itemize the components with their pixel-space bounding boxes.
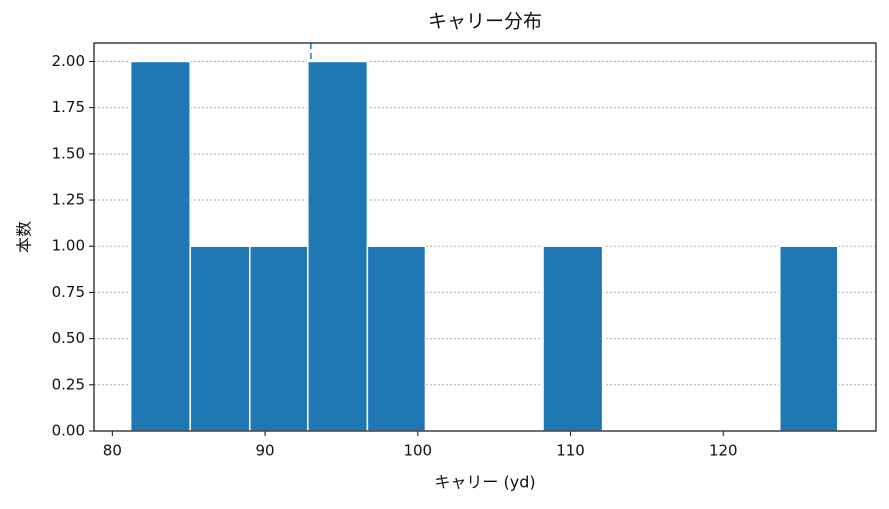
x-axis-label: キャリー (yd) bbox=[434, 473, 535, 492]
plot-frame bbox=[93, 42, 877, 432]
chart-title: キャリー分布 bbox=[428, 11, 542, 33]
y-tick-label: 0.50 bbox=[52, 329, 85, 347]
bar bbox=[779, 245, 839, 432]
y-axis-label: 本数 bbox=[15, 221, 34, 253]
y-tick-label: 1.00 bbox=[52, 237, 85, 255]
x-tick-label: 100 bbox=[403, 442, 432, 460]
y-tick-label: 1.25 bbox=[52, 191, 85, 209]
x-tick-label: 90 bbox=[256, 442, 275, 460]
bar bbox=[129, 60, 191, 432]
y-tick-label: 1.75 bbox=[52, 98, 85, 116]
y-tick-label: 0.75 bbox=[52, 283, 85, 301]
x-tick-label: 110 bbox=[556, 442, 585, 460]
y-tick-label: 0.25 bbox=[52, 375, 85, 393]
bar bbox=[249, 245, 309, 432]
y-tick-label: 2.00 bbox=[52, 52, 85, 70]
y-tick-label: 0.00 bbox=[52, 422, 85, 440]
bar bbox=[189, 245, 251, 432]
x-tick-label: 120 bbox=[709, 442, 738, 460]
bar bbox=[307, 60, 369, 432]
x-tick-label: 80 bbox=[103, 442, 122, 460]
bar bbox=[542, 245, 604, 432]
y-tick-label: 1.50 bbox=[52, 144, 85, 162]
bar bbox=[366, 245, 427, 432]
